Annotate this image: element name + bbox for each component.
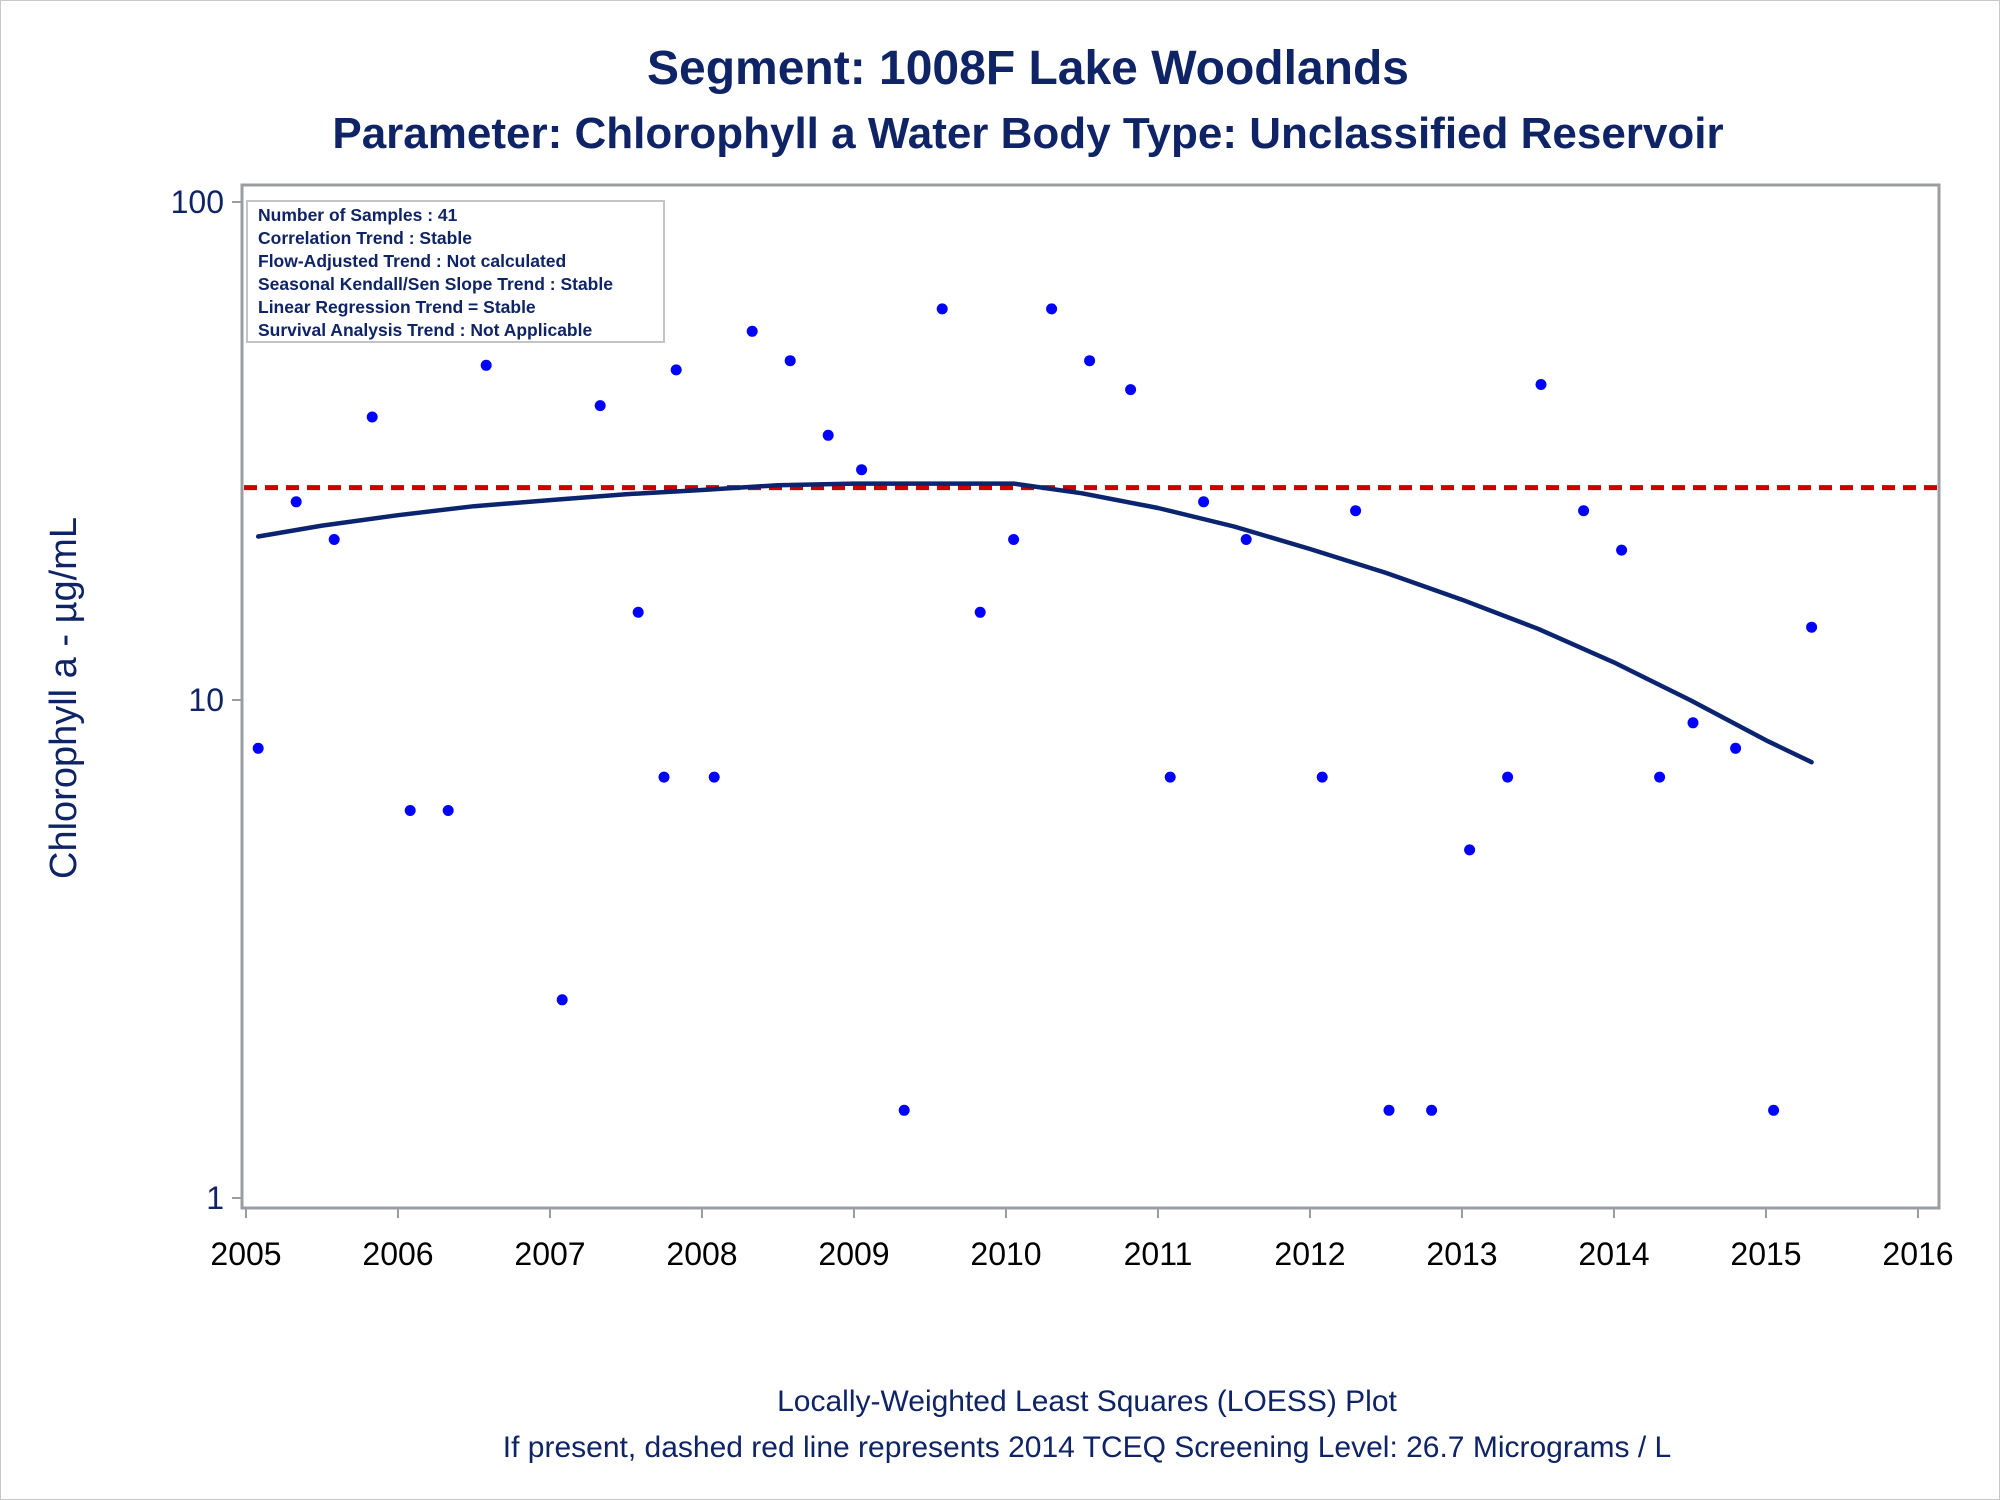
data-point bbox=[746, 325, 758, 337]
x-tick-label: 2009 bbox=[818, 1236, 889, 1272]
trend-info-box: Number of Samples : 41 Correlation Trend… bbox=[246, 200, 665, 343]
data-point bbox=[658, 771, 670, 783]
data-point bbox=[1464, 844, 1476, 856]
data-point bbox=[822, 429, 834, 441]
data-point bbox=[480, 359, 492, 371]
x-axis: 2005 2006 2007 2008 2009 2010 2011 2012 2013 2014… bbox=[210, 1208, 1954, 1272]
y-tick-label: 1 bbox=[206, 1180, 224, 1216]
x-tick-label: 2016 bbox=[1882, 1236, 1953, 1272]
data-point bbox=[856, 464, 868, 476]
x-tick-label: 2006 bbox=[362, 1236, 433, 1272]
x-tick-label: 2010 bbox=[970, 1236, 1041, 1272]
loess-curve bbox=[255, 481, 1814, 765]
data-point bbox=[1084, 355, 1096, 367]
data-point bbox=[290, 496, 302, 508]
data-point bbox=[632, 606, 644, 618]
x-tick-label: 2015 bbox=[1730, 1236, 1801, 1272]
data-point bbox=[670, 364, 682, 376]
data-point bbox=[1164, 771, 1176, 783]
chart-title: Segment: 1008F Lake Woodlands bbox=[647, 42, 1409, 95]
data-point bbox=[1768, 1104, 1780, 1116]
x-tick-label: 2007 bbox=[514, 1236, 585, 1272]
data-point bbox=[1616, 544, 1628, 556]
data-point bbox=[328, 534, 340, 545]
info-survival-analysis-trend: Survival Analysis Trend : Not Applicable bbox=[258, 320, 592, 340]
data-point bbox=[442, 805, 454, 816]
data-point bbox=[1687, 717, 1699, 729]
data-point bbox=[1198, 496, 1210, 508]
info-samples: Number of Samples : 41 bbox=[258, 205, 458, 225]
data-point bbox=[1535, 379, 1547, 390]
data-point bbox=[252, 742, 264, 754]
data-point bbox=[1125, 384, 1137, 396]
y-tick-label: 100 bbox=[171, 184, 224, 220]
data-point bbox=[1350, 505, 1362, 517]
data-point bbox=[366, 411, 378, 423]
data-point bbox=[1806, 621, 1818, 633]
data-point bbox=[1654, 771, 1666, 783]
trend-info-box-border bbox=[246, 200, 665, 343]
info-correlation-trend: Correlation Trend : Stable bbox=[258, 228, 472, 248]
data-point bbox=[1240, 534, 1252, 545]
data-point bbox=[1426, 1104, 1438, 1116]
y-axis-label: Chlorophyll a - µg/mL bbox=[43, 517, 85, 879]
data-point bbox=[898, 1104, 910, 1116]
y-axis: 1 10 100 bbox=[171, 184, 242, 1216]
x-tick-label: 2005 bbox=[210, 1236, 281, 1272]
y-tick-label: 10 bbox=[188, 682, 224, 718]
data-point bbox=[1046, 303, 1058, 315]
data-points-layer bbox=[252, 303, 1818, 1116]
chart-subtitle: Parameter: Chlorophyll a Water Body Type… bbox=[332, 109, 1723, 158]
data-point bbox=[1008, 534, 1020, 545]
x-tick-label: 2012 bbox=[1274, 1236, 1345, 1272]
data-point bbox=[594, 400, 606, 412]
info-linear-regression-trend: Linear Regression Trend = Stable bbox=[258, 297, 536, 317]
data-point bbox=[1502, 771, 1514, 783]
x-tick-label: 2014 bbox=[1578, 1236, 1649, 1272]
x-tick-label: 2013 bbox=[1426, 1236, 1497, 1272]
data-point bbox=[936, 303, 948, 315]
loess-layer bbox=[255, 481, 1814, 765]
data-point bbox=[708, 771, 720, 783]
x-tick-label: 2011 bbox=[1124, 1236, 1193, 1272]
info-flow-adjusted-trend: Flow-Adjusted Trend : Not calculated bbox=[258, 251, 566, 271]
info-seasonal-kendall-trend: Seasonal Kendall/Sen Slope Trend : Stabl… bbox=[258, 274, 613, 294]
data-point bbox=[1383, 1104, 1395, 1116]
data-point bbox=[404, 805, 416, 816]
data-point bbox=[1316, 771, 1328, 783]
data-point bbox=[974, 606, 986, 618]
data-point bbox=[1730, 742, 1742, 754]
data-point bbox=[1578, 505, 1590, 517]
footnote-loess: Locally-Weighted Least Squares (LOESS) P… bbox=[777, 1385, 1397, 1418]
data-point bbox=[556, 994, 568, 1006]
footnote-screening-level: If present, dashed red line represents 2… bbox=[503, 1431, 1671, 1464]
x-tick-label: 2008 bbox=[666, 1236, 737, 1272]
data-point bbox=[784, 355, 796, 367]
plot-area bbox=[240, 183, 1941, 1210]
